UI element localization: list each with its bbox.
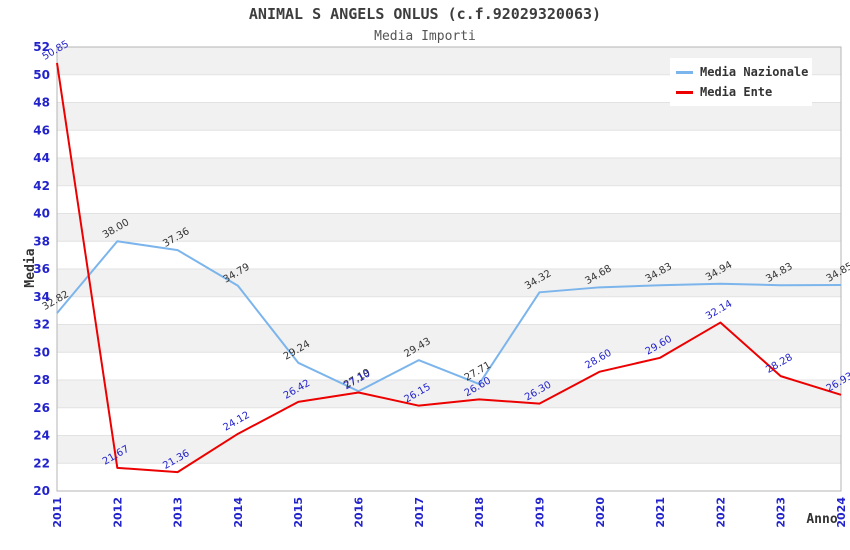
x-tick-label: 2021	[654, 497, 667, 528]
plot-band	[57, 158, 841, 186]
data-label: 32.14	[704, 298, 734, 322]
chart-title: ANIMAL S ANGELS ONLUS (c.f.92029320063)	[249, 5, 601, 23]
y-tick-label: 30	[33, 345, 50, 359]
y-tick-label: 32	[33, 318, 50, 332]
legend-label: Media Nazionale	[700, 65, 809, 79]
data-label: 28.28	[764, 352, 794, 376]
legend-swatch-icon	[676, 70, 693, 74]
plot-band	[57, 102, 841, 131]
plot-border	[56, 46, 842, 492]
chart-subtitle: Media Importi	[374, 29, 476, 44]
y-tick-label: 48	[33, 96, 50, 110]
y-tick-label: 38	[33, 234, 50, 248]
x-tick-label: 2011	[51, 497, 64, 528]
x-tick-label: 2015	[292, 497, 305, 528]
plot-band	[57, 269, 841, 297]
y-tick-label: 34	[33, 290, 50, 304]
x-tick-label: 2023	[775, 497, 788, 528]
y-tick-label: 26	[33, 401, 50, 415]
x-tick-label: 2012	[111, 497, 124, 528]
x-axis-title: Anno	[806, 512, 837, 527]
legend-item-media-ente[interactable]: Media Ente	[676, 82, 812, 102]
x-tick-label: 2022	[714, 497, 727, 528]
y-tick-label: 22	[33, 456, 50, 470]
y-tick-label: 42	[33, 179, 50, 193]
x-tick-label: 2014	[232, 497, 245, 528]
x-tick-label: 2024	[835, 497, 848, 528]
y-tick-label: 52	[33, 40, 50, 54]
legend: Media Nazionale Media Ente	[670, 58, 812, 106]
y-axis-title: Media	[23, 248, 38, 287]
y-tick-label: 24	[33, 429, 50, 443]
x-tick-label: 2018	[473, 497, 486, 528]
y-tick-label: 50	[33, 68, 50, 82]
plot-band	[57, 380, 841, 408]
series-line-media-nazionale	[56, 240, 842, 393]
plot-band	[57, 324, 841, 353]
y-tick-label: 20	[33, 484, 50, 498]
legend-swatch-icon	[676, 90, 693, 94]
y-tick-label: 46	[33, 123, 50, 137]
y-tick-label: 40	[33, 207, 50, 221]
x-tick-label: 2019	[533, 497, 546, 528]
data-label: 24.12	[222, 410, 252, 434]
y-tick-label: 36	[33, 262, 50, 276]
x-tick-label: 2013	[172, 497, 185, 528]
x-tick-label: 2017	[413, 497, 426, 528]
x-tick-label: 2020	[594, 497, 607, 528]
plot-band	[57, 435, 841, 464]
y-tick-label: 28	[33, 373, 50, 387]
legend-item-media-nazionale[interactable]: Media Nazionale	[676, 62, 812, 82]
y-tick-label: 44	[33, 151, 50, 165]
legend-label: Media Ente	[700, 85, 773, 99]
plot-band	[57, 213, 841, 242]
series-line-media-ente	[56, 62, 842, 474]
x-tick-label: 2016	[353, 497, 366, 528]
